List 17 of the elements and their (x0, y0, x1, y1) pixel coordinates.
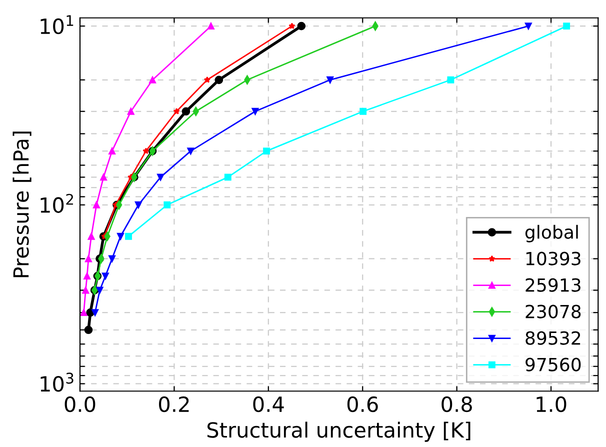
x-tick-label: 0.2 (159, 396, 189, 412)
x-axis-title: Structural uncertainty [K] (207, 422, 470, 442)
legend-label: 97560 (526, 358, 581, 372)
legend-label: 23078 (526, 304, 581, 318)
y-tick-label: 10$^{3}$ (40, 372, 74, 392)
legend-label: 25913 (526, 278, 580, 292)
x-tick-label: 0.4 (253, 396, 284, 412)
legend-label: 89532 (526, 331, 580, 345)
x-tick-label: 0.0 (64, 396, 96, 412)
y-axis-title: Pressure [hPa] (12, 132, 32, 278)
legend-label: 10393 (526, 252, 580, 266)
y-tick-label: 10$^{1}$ (40, 15, 74, 34)
x-tick-label: 0.6 (347, 396, 378, 412)
x-tick-label: 1.0 (536, 396, 566, 412)
x-tick-label: 0.8 (442, 396, 472, 412)
y-tick-label: 10$^{2}$ (40, 194, 73, 213)
legend-label: global (525, 224, 578, 242)
